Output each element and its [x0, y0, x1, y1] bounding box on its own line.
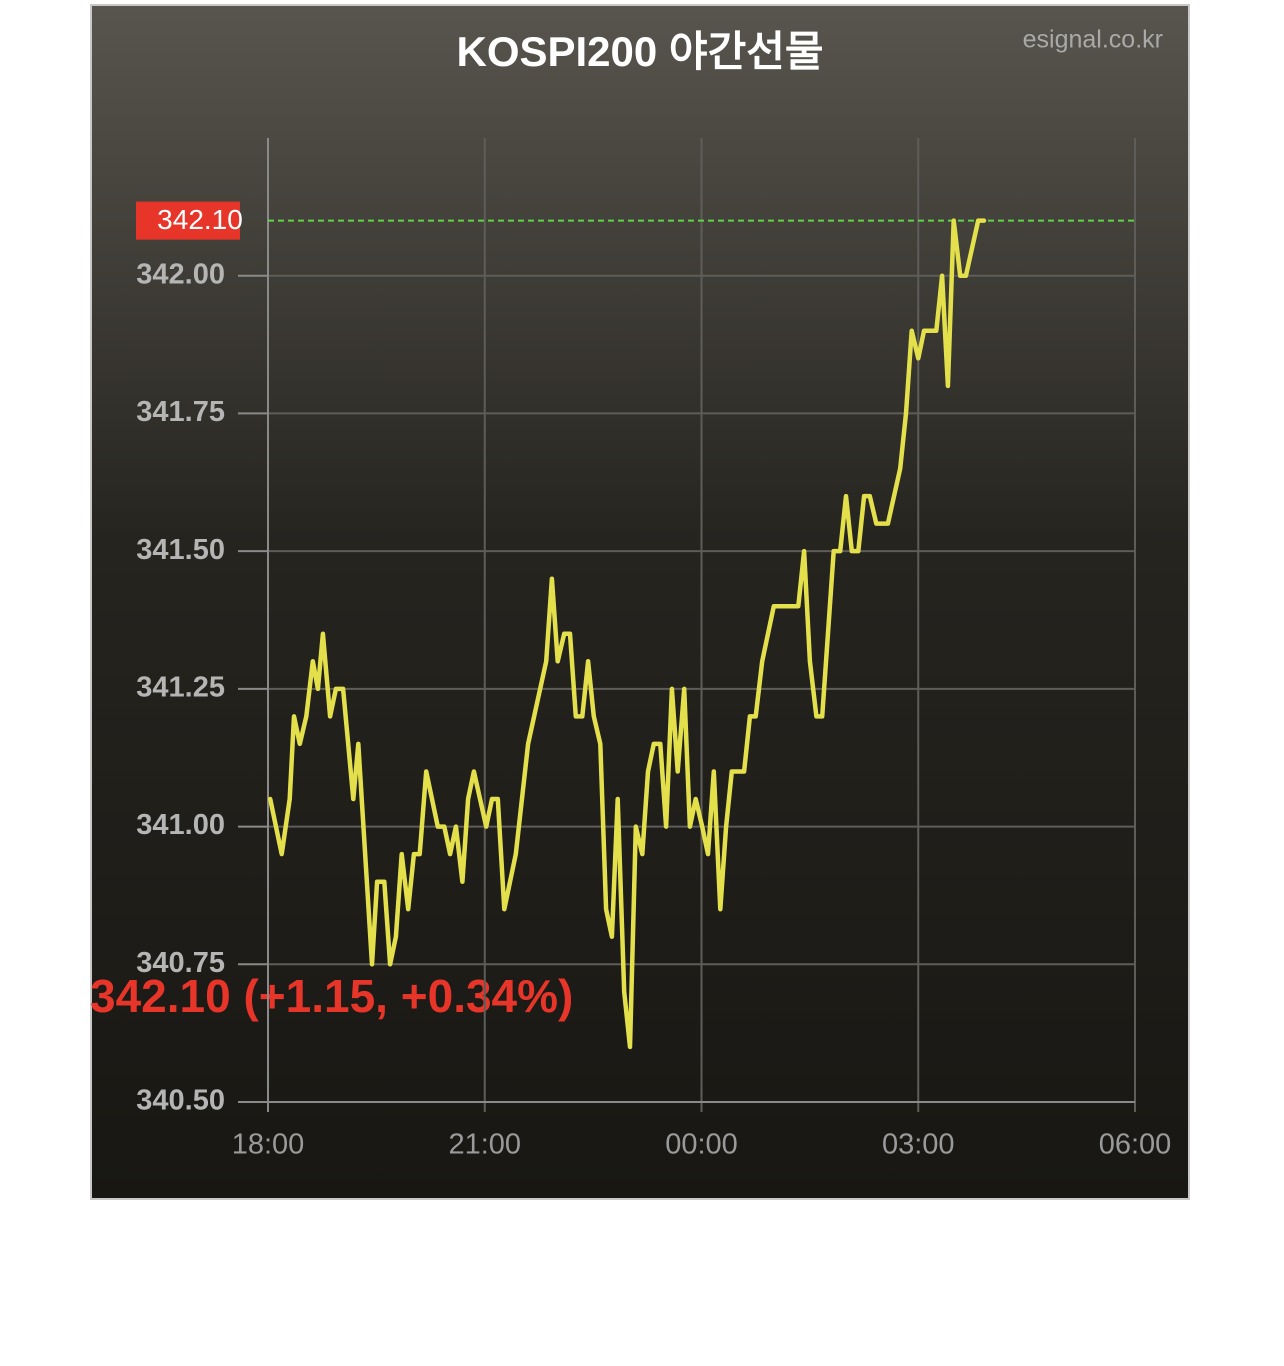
chart-title: KOSPI200 야간선물 [456, 28, 823, 75]
x-tick-label: 21:00 [448, 1129, 521, 1161]
x-tick-label: 00:00 [665, 1129, 738, 1161]
x-tick-label: 18:00 [232, 1129, 305, 1161]
source: esignal.co.kr [1023, 26, 1163, 54]
x-tick-label: 03:00 [882, 1129, 955, 1161]
x-tick-label: 06:00 [1099, 1129, 1172, 1161]
price-line [267, 218, 987, 1050]
chart-panel [90, 4, 1190, 1200]
y-tick-label: 341.75 [136, 396, 225, 428]
y-tick-label: 341.50 [136, 534, 225, 566]
y-tick-label: 342.00 [136, 258, 225, 290]
y-tick-label: 341.00 [136, 809, 225, 841]
plot: 340.50 340.75 341.00 341.25 341.50 341.75 342.… [136, 138, 1171, 1161]
summary: 342.10 (+1.15, +0.34%) [90, 970, 573, 1022]
current-label: 342.10 [157, 204, 243, 235]
current-label-box [136, 201, 240, 240]
y-tick-label: 340.75 [136, 947, 225, 979]
y-tick-label: 341.25 [136, 672, 225, 704]
y-tick-label: 340.50 [136, 1085, 225, 1117]
